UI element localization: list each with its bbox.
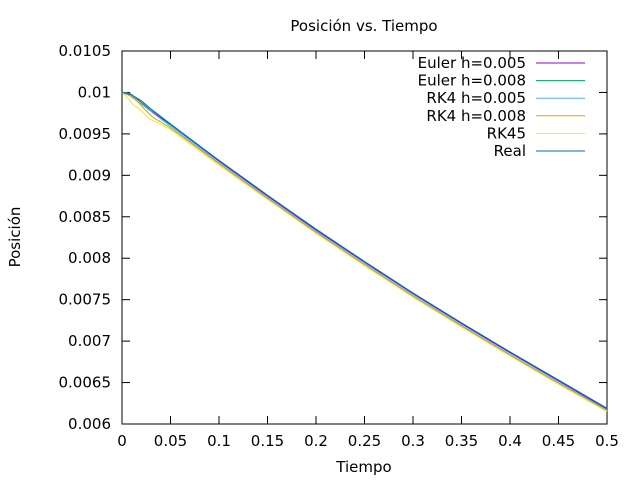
series-line-0 [122,91,608,410]
axis-ticks: 0 0.05 0.1 0.15 0.2 0.25 0.3 0.35 0.4 0.45 0.5 0.00… [59,42,619,450]
x-tick-label: 0.35 [445,432,478,450]
x-tick-label: 0.1 [207,432,231,450]
series-lines [121,91,608,413]
x-tick-label: 0.25 [348,432,381,450]
series-line-3 [121,91,608,412]
x-tick-label: 0.05 [154,432,187,450]
y-axis-title: Posición [6,207,24,268]
x-tick-label: 0 [117,432,127,450]
y-tick-label: 0.0085 [59,208,112,226]
x-tick-label: 0.4 [498,432,522,450]
series-line-5 [121,91,608,409]
y-tick-label: 0.007 [68,332,111,350]
x-tick-label: 0.2 [304,432,328,450]
y-tick-label: 0.0095 [59,125,112,143]
legend-label: Euler h=0.008 [418,72,526,90]
y-tick-label: 0.0065 [59,374,112,392]
y-tick-label: 0.01 [78,83,111,101]
y-tick-label: 0.008 [68,249,111,267]
legend-label: Real [494,142,526,160]
series-line-2 [121,91,608,411]
x-tick-label: 0.45 [542,432,575,450]
legend-label: RK4 h=0.005 [426,89,526,107]
x-tick-label: 0.3 [401,432,425,450]
legend-label: RK4 h=0.008 [426,107,526,125]
x-tick-label: 0.5 [595,432,619,450]
legend-label: Euler h=0.005 [418,54,526,72]
y-tick-label: 0.009 [68,166,111,184]
series-line-4 [121,92,608,413]
x-axis-title: Tiempo [335,458,391,476]
y-tick-label: 0.0105 [59,42,112,60]
y-tick-label: 0.006 [68,415,111,433]
x-tick-label: 0.15 [251,432,284,450]
y-tick-label: 0.0075 [59,291,112,309]
legend-label: RK45 [487,124,526,142]
series-line-1 [121,91,608,409]
chart-title: Posición vs. Tiempo [290,17,437,35]
